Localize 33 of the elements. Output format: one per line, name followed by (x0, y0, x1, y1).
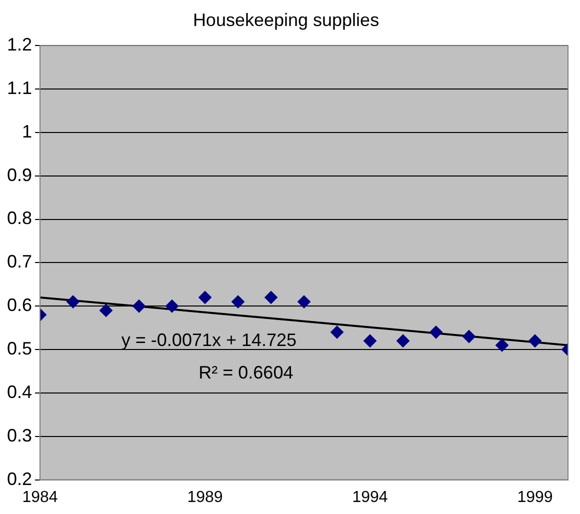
x-tick-label: 1984 (22, 488, 58, 506)
point (264, 290, 278, 304)
point (396, 334, 410, 348)
point (462, 330, 476, 344)
annotation: R² = 0.6604 (198, 362, 294, 382)
point (496, 338, 509, 352)
point (100, 304, 113, 317)
point (528, 334, 542, 348)
y-tick-label: 0.7 (6, 252, 32, 272)
annotation: y = -0.0071x + 14.725 (121, 330, 297, 350)
chart-title: Housekeeping supplies (192, 10, 380, 30)
x-tick-label: 1999 (517, 488, 553, 506)
point (364, 334, 377, 348)
x-tick-label: 1994 (352, 488, 388, 506)
point (166, 300, 179, 313)
y-tick-label: 0.8 (6, 208, 32, 228)
y-tick-label: 0.2 (6, 468, 32, 489)
point (430, 326, 443, 339)
point (232, 295, 245, 308)
y-tick-label: 1 (22, 121, 32, 142)
point (66, 295, 80, 308)
y-tick-label: 0.6 (6, 295, 32, 316)
point (298, 295, 311, 308)
point (330, 326, 344, 339)
y-tick-label: 0.4 (6, 382, 32, 402)
y-tick-label: 1.2 (6, 34, 32, 55)
point (198, 290, 212, 304)
y-tick-label: 1.1 (6, 78, 32, 98)
y-tick-label: 0.5 (6, 338, 32, 359)
x-tick-label: 1989 (187, 488, 223, 506)
point (132, 300, 146, 313)
y-tick-label: 0.3 (6, 425, 32, 446)
y-tick-label: 0.9 (6, 164, 32, 185)
